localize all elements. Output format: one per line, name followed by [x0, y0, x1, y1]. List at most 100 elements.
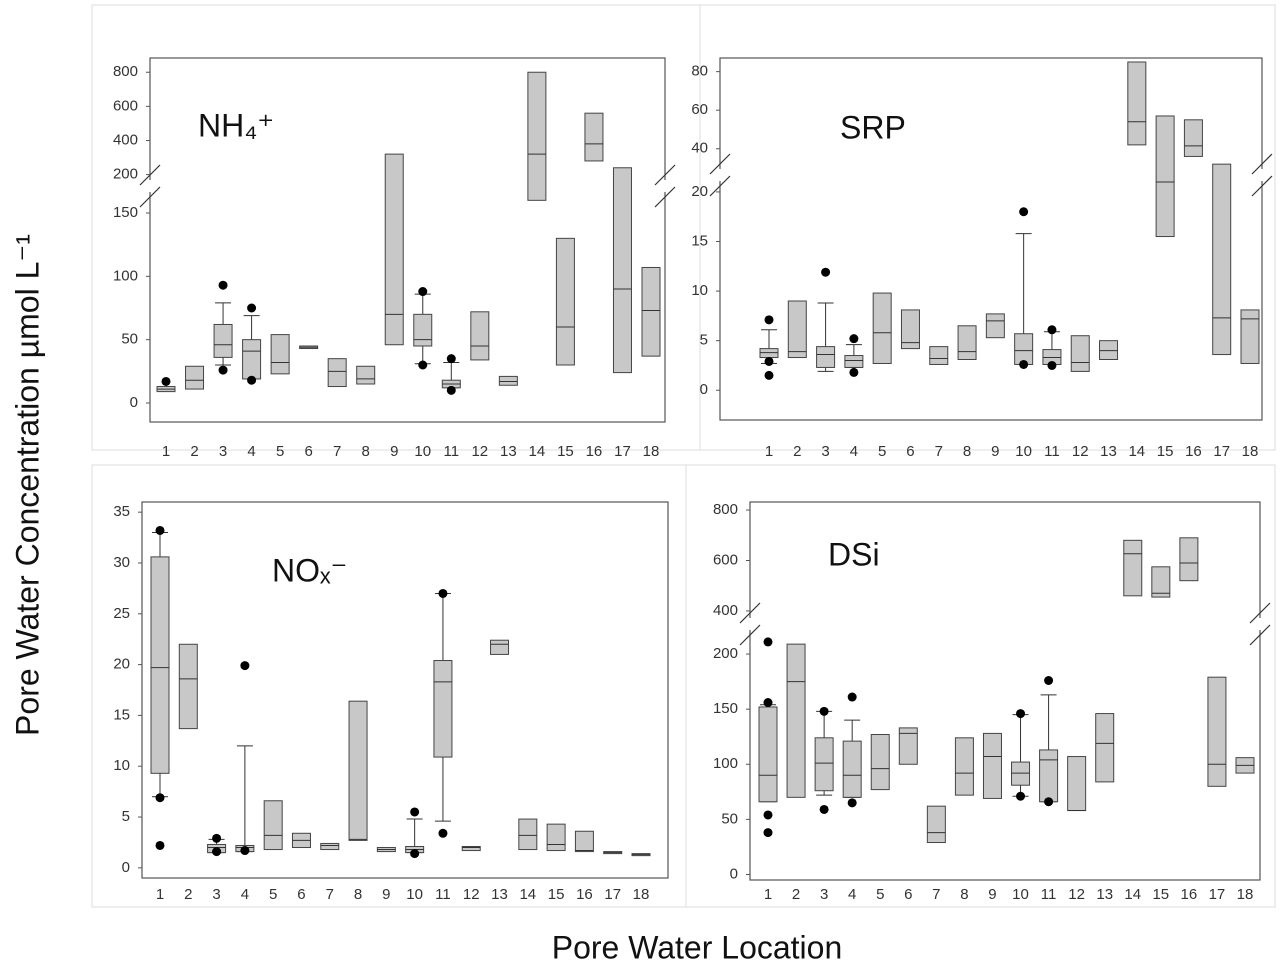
- x-tick-label: 1: [765, 443, 773, 460]
- box: [929, 346, 949, 365]
- box: [612, 167, 632, 374]
- box-group: [490, 639, 510, 655]
- box-group: [814, 706, 834, 814]
- x-tick-label: 2: [184, 886, 192, 903]
- axis-break-mark: [1251, 175, 1273, 197]
- axis-break-mark: [1251, 153, 1273, 175]
- box: [1240, 309, 1260, 364]
- box: [1095, 713, 1115, 783]
- outlier: [1016, 709, 1026, 719]
- box: [872, 292, 892, 364]
- y-tick-label: 200: [113, 166, 138, 183]
- outlier: [155, 793, 165, 803]
- box-group: [1179, 537, 1199, 582]
- box: [356, 365, 376, 385]
- outlier: [418, 360, 428, 370]
- box: [574, 830, 594, 853]
- box-group: [1183, 119, 1203, 157]
- x-tick-label: 3: [212, 886, 220, 903]
- axis-break-gap: [717, 169, 1265, 181]
- box-group: [631, 853, 651, 857]
- box: [461, 845, 481, 852]
- x-tick-label: 15: [1152, 886, 1169, 903]
- box-group: [584, 112, 604, 162]
- box: [641, 266, 661, 357]
- box: [1014, 333, 1034, 365]
- y-tick-label: 10: [113, 757, 130, 774]
- axis-break-gap: [747, 618, 1263, 630]
- box-group: [758, 637, 778, 838]
- y-tick-label: 400: [113, 131, 138, 148]
- axis-break-gap: [147, 180, 668, 192]
- x-tick-label: 4: [247, 443, 255, 460]
- box-group: [900, 309, 920, 350]
- x-tick-label: 8: [354, 886, 362, 903]
- box: [926, 805, 946, 844]
- box: [1212, 163, 1232, 356]
- plot-frame: [149, 57, 666, 423]
- box-group: [320, 842, 340, 851]
- box: [1011, 761, 1031, 786]
- x-tick-label: 13: [500, 443, 517, 460]
- axis-break-mark: [654, 186, 676, 208]
- box-group: [1123, 539, 1143, 597]
- outlier: [247, 303, 257, 313]
- y-tick-label: 15: [113, 706, 130, 723]
- x-tick-label: 14: [1124, 886, 1141, 903]
- box: [546, 823, 566, 852]
- box-group: [1207, 676, 1227, 787]
- outlier: [764, 370, 774, 380]
- box-group: [405, 807, 425, 859]
- y-tick-label: 60: [691, 101, 708, 118]
- box: [270, 334, 290, 375]
- x-tick-label: 12: [463, 886, 480, 903]
- box: [527, 71, 547, 201]
- x-tick-label: 17: [1213, 443, 1230, 460]
- x-tick-label: 2: [793, 443, 801, 460]
- outlier: [446, 354, 456, 364]
- box-group: [816, 267, 836, 372]
- x-tick-label: 12: [1072, 443, 1089, 460]
- box-group: [327, 358, 347, 388]
- box: [1151, 566, 1171, 598]
- x-tick-label: 11: [444, 443, 460, 460]
- y-tick-label: 0: [130, 394, 138, 411]
- y-tick-label: 80: [691, 63, 708, 80]
- box: [242, 339, 262, 380]
- box-group: [242, 303, 262, 385]
- box: [1179, 537, 1199, 582]
- box-group: [356, 365, 376, 385]
- box: [1207, 676, 1227, 787]
- outlier: [438, 828, 448, 838]
- box: [470, 311, 490, 361]
- box-group: [1151, 566, 1171, 598]
- outlier: [763, 637, 773, 647]
- box-group: [957, 325, 977, 361]
- outlier: [1044, 797, 1054, 807]
- outlier: [1016, 791, 1026, 801]
- x-tick-label: 11: [1044, 443, 1060, 460]
- box-group: [348, 700, 368, 841]
- x-tick-label: 1: [156, 886, 164, 903]
- x-tick-label: 11: [1041, 886, 1057, 903]
- outlier: [849, 334, 859, 344]
- box: [1155, 115, 1175, 238]
- x-tick-label: 3: [820, 886, 828, 903]
- box: [844, 355, 864, 368]
- y-tick-label: 600: [113, 97, 138, 114]
- outlier: [218, 280, 228, 290]
- outlier: [418, 287, 428, 297]
- x-tick-label: 17: [604, 886, 621, 903]
- x-tick-label: 17: [1209, 886, 1226, 903]
- y-tick-label: 5: [700, 332, 708, 349]
- box: [898, 727, 918, 765]
- axis-break-mark: [739, 602, 761, 624]
- box-group: [1011, 709, 1031, 801]
- box: [816, 346, 836, 368]
- y-tick-label: 30: [113, 554, 130, 571]
- box: [814, 737, 834, 792]
- box-group: [870, 734, 890, 791]
- x-tick-label: 6: [297, 886, 305, 903]
